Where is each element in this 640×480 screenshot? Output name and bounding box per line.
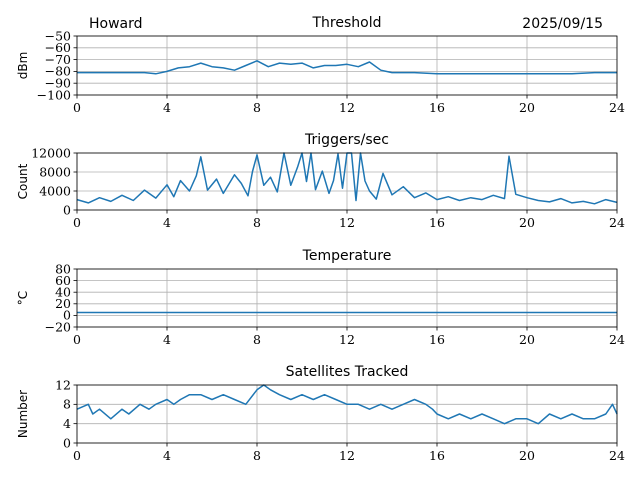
temperature-ytick-label: 60 (55, 273, 71, 288)
triggers-ytick-label: 12000 (31, 145, 71, 160)
temperature-title: Temperature (302, 248, 392, 264)
threshold-ytick-label: −90 (45, 76, 71, 91)
threshold-panel: 0 4 8 12 16 20 24 −50−60−70−80−90−100 Threshold d… (16, 15, 625, 115)
temperature-xtick-label: 0 (73, 332, 81, 347)
satellites-title: Satellites Tracked (286, 364, 409, 380)
triggers-xtick-label: 12 (339, 215, 355, 230)
satellites-ytick-label: 4 (63, 416, 71, 431)
temperature-ytick-label: 40 (55, 285, 71, 300)
triggers-xtick-label: 20 (519, 215, 535, 230)
threshold-series-line (77, 60, 617, 75)
temperature-ylabel: °C (16, 291, 30, 305)
threshold-xtick-label: 8 (253, 100, 261, 115)
temperature-xtick-label: 4 (163, 332, 171, 347)
threshold-xtick-label: 16 (429, 100, 445, 115)
temperature-xtick-label: 20 (519, 332, 535, 347)
threshold-ytick-label: −60 (45, 40, 71, 55)
triggers-ytick-label: 8000 (39, 164, 71, 179)
temperature-ytick-label: 0 (63, 308, 71, 323)
date-label: 2025/09/15 (522, 16, 603, 32)
triggers-ylabel: Count (16, 163, 30, 199)
threshold-ytick-label: −50 (45, 28, 71, 43)
threshold-title: Threshold (312, 15, 382, 31)
triggers-xtick-label: 4 (163, 215, 171, 230)
temperature-ytick-label: 20 (55, 296, 71, 311)
temperature-ytick-label: −20 (45, 319, 71, 334)
satellites-xtick-label: 24 (609, 448, 625, 463)
satellites-xtick-label: 0 (73, 448, 81, 463)
triggers-title: Triggers/sec (304, 132, 389, 148)
satellites-panel: 0 4 8 12 16 20 24 0 4 8 12 Satellites Tracked Number (16, 364, 625, 463)
temperature-xtick-label: 16 (429, 332, 445, 347)
threshold-ylabel: dBm (16, 52, 30, 80)
threshold-xtick-label: 4 (163, 100, 171, 115)
satellites-ytick-label: 12 (55, 377, 71, 392)
temperature-ytick-label: 80 (55, 261, 71, 276)
satellites-ylabel: Number (16, 390, 30, 438)
satellites-xtick-label: 20 (519, 448, 535, 463)
triggers-xtick-label: 0 (73, 215, 81, 230)
triggers-xtick-label: 24 (609, 215, 625, 230)
satellites-xtick-label: 12 (339, 448, 355, 463)
temperature-xtick-label: 8 (253, 332, 261, 347)
triggers-ytick-label: 4000 (39, 183, 71, 198)
satellites-ytick-label: 0 (63, 435, 71, 450)
threshold-xtick-label: 20 (519, 100, 535, 115)
triggers-xtick-label: 16 (429, 215, 445, 230)
satellites-xtick-label: 16 (429, 448, 445, 463)
threshold-xtick-label: 24 (609, 100, 625, 115)
triggers-xtick-label: 8 (253, 215, 261, 230)
satellites-ytick-label: 8 (63, 397, 71, 412)
satellites-xtick-label: 4 (163, 448, 171, 463)
triggers-panel: 0 4 8 12 16 20 24 0 4000 8000 12000 Triggers/sec Cou… (16, 132, 625, 230)
triggers-series-line (76, 152, 618, 205)
temperature-xtick-label: 12 (339, 332, 355, 347)
triggers-ytick-label: 0 (63, 202, 71, 217)
station-label: Howard (89, 16, 143, 32)
temperature-xtick-label: 24 (609, 332, 625, 347)
satellites-xtick-label: 8 (253, 448, 261, 463)
satellites-series-line (76, 384, 618, 425)
threshold-ytick-label: −100 (37, 87, 71, 102)
threshold-ytick-label: −80 (45, 64, 71, 79)
threshold-ytick-label: −70 (45, 52, 71, 67)
threshold-xtick-label: 0 (73, 100, 81, 115)
threshold-xtick-label: 12 (339, 100, 355, 115)
